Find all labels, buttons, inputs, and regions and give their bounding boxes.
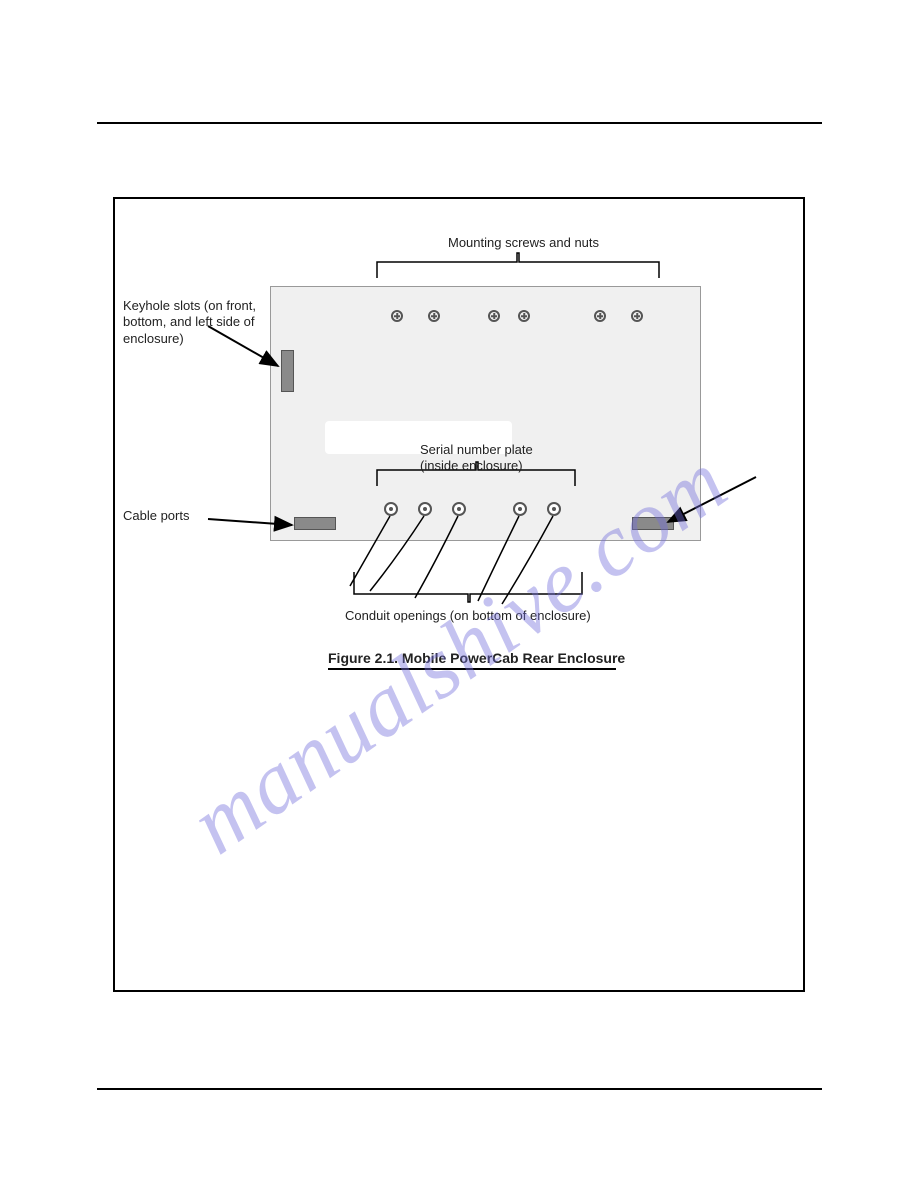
screw-top (518, 310, 530, 322)
label-conduit: Conduit openings (on bottom of enclosure… (345, 608, 591, 624)
label-cable-ports: Cable ports (123, 508, 189, 524)
rule-top (97, 122, 822, 124)
screw-top (594, 310, 606, 322)
conduit-opening (384, 502, 398, 516)
screw-top (488, 310, 500, 322)
keyhole-slot-front-left (294, 517, 336, 530)
conduit-opening (452, 502, 466, 516)
device-rear-panel (270, 286, 701, 541)
caption-underline (328, 668, 616, 670)
screw-top (391, 310, 403, 322)
conduit-opening (418, 502, 432, 516)
page: Mounting screws and nuts Keyhole slots (… (0, 0, 918, 1188)
screw-top (428, 310, 440, 322)
label-keyhole: Keyhole slots (on front, bottom, and lef… (123, 298, 263, 347)
keyhole-slot-front-right (632, 517, 674, 530)
conduit-opening (547, 502, 561, 516)
conduit-opening (513, 502, 527, 516)
label-mounting-nuts: Mounting screws and nuts (448, 235, 599, 251)
rule-bottom (97, 1088, 822, 1090)
keyhole-slot-side (281, 350, 294, 392)
figure-caption: Figure 2.1. Mobile PowerCab Rear Enclosu… (328, 650, 625, 668)
screw-top (631, 310, 643, 322)
label-serial-plate: Serial number plate (inside enclosure) (420, 442, 533, 475)
